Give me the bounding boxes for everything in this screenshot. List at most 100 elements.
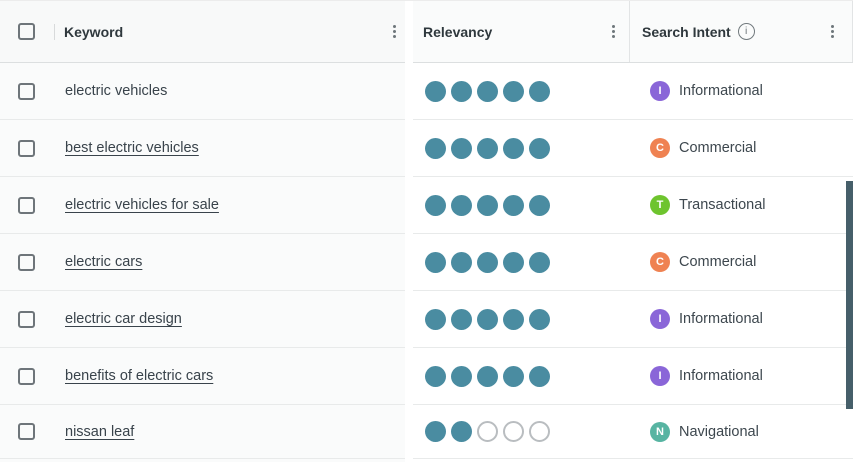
relevancy-dot-filled bbox=[425, 365, 446, 387]
table-row-values: I Informational bbox=[413, 291, 853, 348]
intent-label: Commercial bbox=[679, 254, 757, 270]
relevancy-dot-filled bbox=[503, 137, 524, 159]
row-checkbox[interactable] bbox=[18, 82, 35, 100]
relevancy-dot-filled bbox=[425, 421, 446, 442]
table-row-values: I Informational bbox=[413, 63, 853, 120]
relevancy-cell bbox=[413, 365, 630, 387]
relevancy-dot-filled bbox=[477, 365, 498, 387]
intent-badge-icon: I bbox=[650, 366, 670, 386]
search-intent-cell: I Informational bbox=[630, 366, 853, 386]
keyword-link[interactable]: benefits of electric cars bbox=[65, 368, 214, 384]
relevancy-dot-filled bbox=[451, 251, 472, 273]
keyword-link[interactable]: electric cars bbox=[65, 254, 143, 270]
relevancy-dots bbox=[425, 80, 550, 102]
values-header: Relevancy Search Intent i bbox=[413, 1, 853, 63]
table-row: electric car design bbox=[0, 291, 405, 348]
relevancy-dots bbox=[425, 365, 550, 387]
table-row-values: C Commercial bbox=[413, 234, 853, 291]
search-intent-cell: I Informational bbox=[630, 81, 853, 101]
keyword-column-header: Keyword bbox=[0, 1, 405, 63]
relevancy-dot-filled bbox=[503, 194, 524, 216]
intent-badge-icon: T bbox=[650, 195, 670, 215]
relevancy-dot-filled bbox=[451, 80, 472, 102]
relevancy-dot-filled bbox=[477, 308, 498, 330]
relevancy-dot-filled bbox=[529, 80, 550, 102]
table-row-values: I Informational bbox=[413, 348, 853, 405]
info-icon[interactable]: i bbox=[737, 23, 755, 40]
keyword-column-pane: Keyword electric vehicles best electric … bbox=[0, 1, 405, 462]
intent-label: Commercial bbox=[679, 140, 757, 156]
relevancy-dot-filled bbox=[425, 308, 446, 330]
row-checkbox[interactable] bbox=[18, 367, 35, 385]
table-row: best electric vehicles bbox=[0, 120, 405, 177]
relevancy-dot-filled bbox=[503, 251, 524, 273]
relevancy-dot-empty bbox=[477, 421, 498, 442]
relevancy-dot-filled bbox=[477, 194, 498, 216]
table-row-values: N Navigational bbox=[413, 405, 853, 459]
relevancy-dots bbox=[425, 137, 550, 159]
table-row: nissan leaf bbox=[0, 405, 405, 459]
keyword-link[interactable]: best electric vehicles bbox=[65, 140, 199, 156]
select-all-checkbox[interactable] bbox=[18, 23, 35, 40]
relevancy-dot-filled bbox=[477, 80, 498, 102]
search-intent-cell: C Commercial bbox=[630, 138, 853, 158]
vertical-scrollbar-thumb[interactable] bbox=[846, 181, 853, 409]
table-row-values: T Transactional bbox=[413, 177, 853, 234]
search-intent-cell: I Informational bbox=[630, 309, 853, 329]
keyword-link[interactable]: electric car design bbox=[65, 311, 182, 327]
intent-label: Informational bbox=[679, 368, 763, 384]
frozen-column-gap bbox=[405, 1, 413, 462]
relevancy-dot-filled bbox=[425, 137, 446, 159]
relevancy-dot-filled bbox=[451, 308, 472, 330]
keyword-link[interactable]: nissan leaf bbox=[65, 423, 135, 440]
intent-label: Transactional bbox=[679, 197, 766, 213]
row-checkbox[interactable] bbox=[18, 423, 35, 440]
table-row: electric cars bbox=[0, 234, 405, 291]
relevancy-dot-filled bbox=[529, 251, 550, 273]
row-checkbox[interactable] bbox=[18, 310, 35, 328]
row-checkbox[interactable] bbox=[18, 139, 35, 157]
relevancy-dot-filled bbox=[503, 308, 524, 330]
relevancy-cell bbox=[413, 80, 630, 102]
keyword-rows-container: electric vehicles best electric vehicles… bbox=[0, 63, 405, 459]
row-checkbox[interactable] bbox=[18, 196, 35, 214]
relevancy-column-header: Relevancy bbox=[413, 1, 630, 62]
keyword-column-menu-icon[interactable] bbox=[390, 21, 399, 42]
search-intent-cell: C Commercial bbox=[630, 252, 853, 272]
relevancy-dot-filled bbox=[529, 308, 550, 330]
values-pane: Relevancy Search Intent i I Informationa… bbox=[413, 1, 853, 462]
relevancy-column-menu-icon[interactable] bbox=[609, 21, 618, 42]
table-row-values: C Commercial bbox=[413, 120, 853, 177]
relevancy-dot-filled bbox=[477, 137, 498, 159]
keyword-link[interactable]: electric vehicles for sale bbox=[65, 197, 219, 213]
relevancy-dot-filled bbox=[425, 80, 446, 102]
row-checkbox[interactable] bbox=[18, 253, 35, 271]
relevancy-dots bbox=[425, 251, 550, 273]
relevancy-dot-filled bbox=[451, 194, 472, 216]
intent-label: Informational bbox=[679, 311, 763, 327]
relevancy-dot-filled bbox=[503, 80, 524, 102]
header-divider bbox=[54, 23, 55, 40]
intent-badge-icon: I bbox=[650, 309, 670, 329]
search-intent-cell: N Navigational bbox=[630, 421, 853, 442]
relevancy-dot-empty bbox=[529, 421, 550, 442]
search-intent-cell: T Transactional bbox=[630, 195, 853, 215]
search-intent-column-menu-icon[interactable] bbox=[828, 21, 837, 42]
intent-badge-icon: C bbox=[650, 252, 670, 272]
relevancy-cell bbox=[413, 137, 630, 159]
table-row: electric vehicles bbox=[0, 63, 405, 120]
relevancy-dot-filled bbox=[529, 194, 550, 216]
relevancy-dots bbox=[425, 308, 550, 330]
relevancy-dot-filled bbox=[425, 251, 446, 273]
table-row: electric vehicles for sale bbox=[0, 177, 405, 234]
intent-label: Informational bbox=[679, 83, 763, 99]
relevancy-cell bbox=[413, 251, 630, 273]
values-rows-container: I Informational C Commercial T Transacti… bbox=[413, 63, 853, 459]
intent-badge-icon: I bbox=[650, 81, 670, 101]
relevancy-cell bbox=[413, 194, 630, 216]
table-row: benefits of electric cars bbox=[0, 348, 405, 405]
intent-badge-icon: N bbox=[650, 421, 670, 442]
search-intent-column-header: Search Intent i bbox=[630, 1, 853, 62]
intent-badge-icon: C bbox=[650, 138, 670, 158]
